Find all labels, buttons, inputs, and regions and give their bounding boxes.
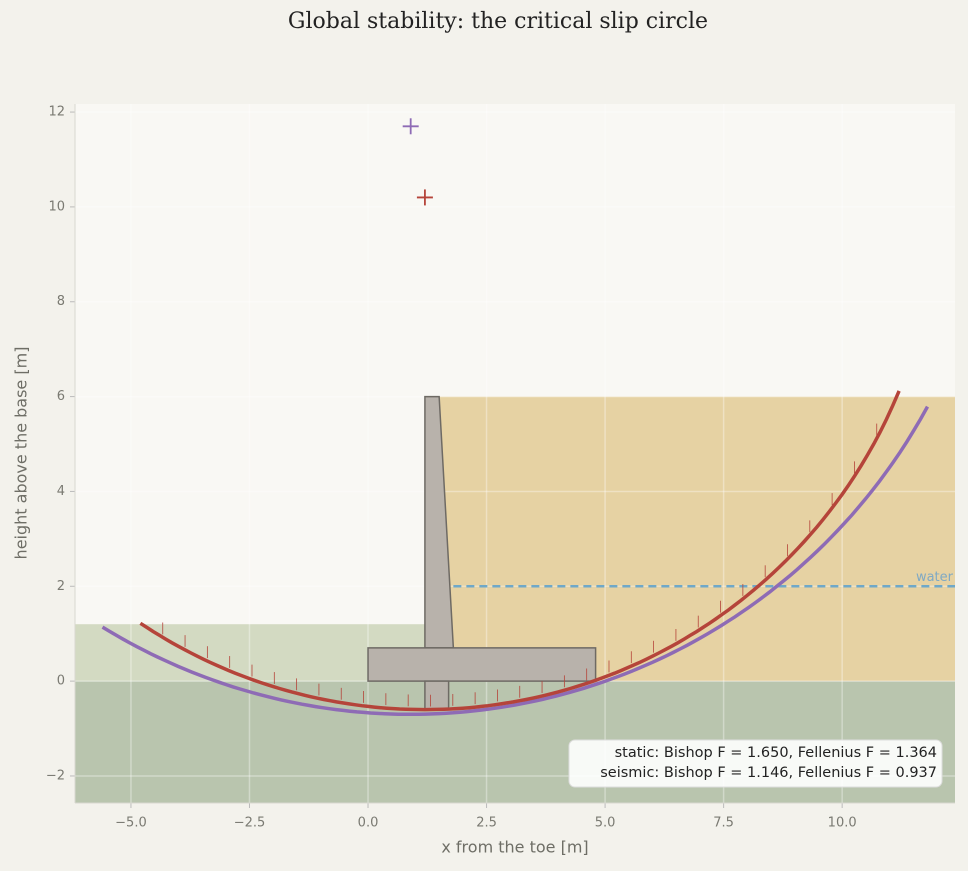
annotation-text: seismic: Bishop F = 1.146, Fellenius F =… xyxy=(600,765,937,781)
y-tick-label: 12 xyxy=(48,105,65,120)
circle-center xyxy=(402,118,419,135)
x-tick-label: 2.5 xyxy=(476,816,497,831)
y-tick-label: 4 xyxy=(57,484,65,499)
backfill xyxy=(439,396,955,682)
wall-base xyxy=(367,647,597,682)
slip-circle xyxy=(139,390,901,712)
slip-circle xyxy=(101,405,930,717)
x-tick-label: −2.5 xyxy=(234,816,266,831)
y-tick-label: 6 xyxy=(57,389,65,404)
x-tick-label: 7.5 xyxy=(713,816,734,831)
y-axis-label: height above the base [m] xyxy=(12,347,31,560)
x-tick-label: 0.0 xyxy=(358,816,379,831)
y-tick-label: 2 xyxy=(57,579,65,594)
y-tick-label: −2 xyxy=(46,768,65,783)
annotation-text: static: Bishop F = 1.650, Fellenius F = … xyxy=(615,745,937,761)
chart-title: Global stability: the critical slip circ… xyxy=(288,9,708,34)
x-axis-label: x from the toe [m] xyxy=(441,838,588,857)
x-tick-label: 5.0 xyxy=(595,816,616,831)
x-tick-label: −5.0 xyxy=(115,816,147,831)
annotation-box xyxy=(568,739,943,788)
y-tick-label: 0 xyxy=(57,674,65,689)
front-soil xyxy=(75,624,425,682)
y-tick-label: 8 xyxy=(57,294,65,309)
y-tick-label: 10 xyxy=(48,199,65,214)
x-tick-label: 10.0 xyxy=(828,816,857,831)
wall-key xyxy=(424,680,450,711)
water-label: water xyxy=(916,570,954,585)
circle-center xyxy=(416,189,433,206)
